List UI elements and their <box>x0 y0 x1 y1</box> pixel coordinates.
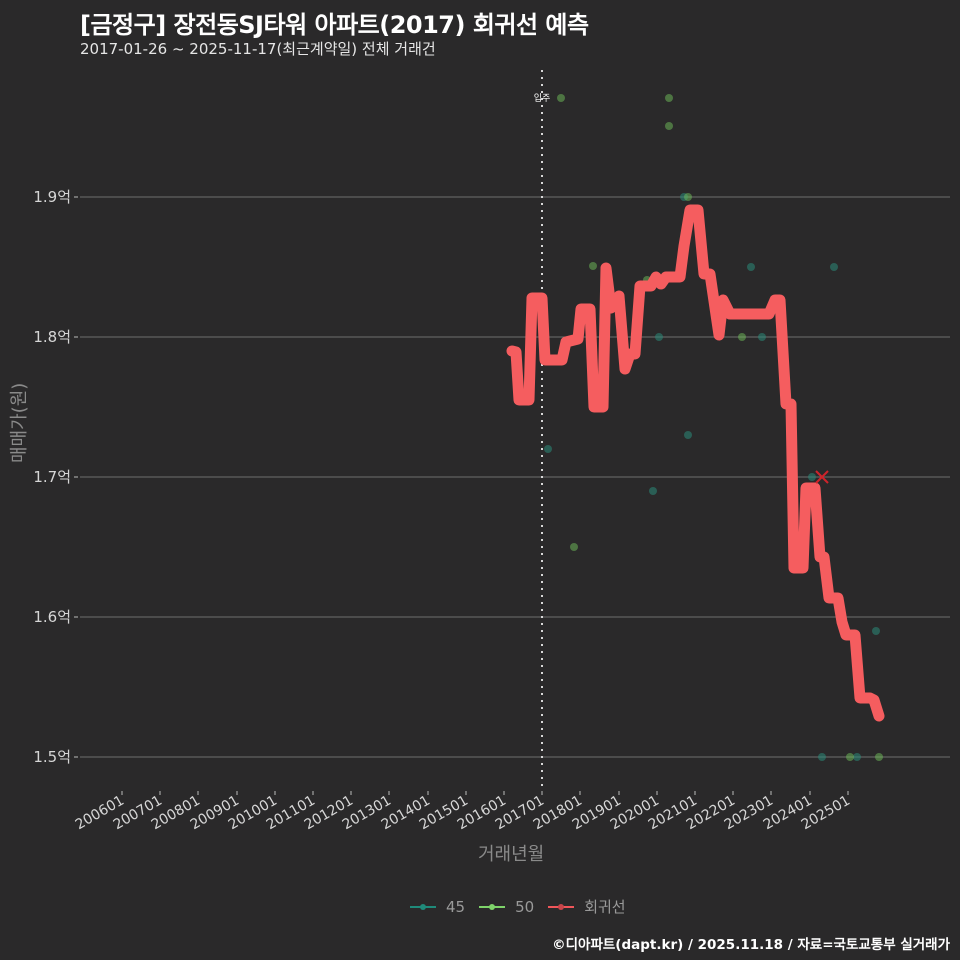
y-tick-labels: 1.9억 1.8억 1.7억 1.6억 1.5억 <box>33 188 71 766</box>
highlight-x-marker <box>815 470 829 484</box>
chart-title: [금정구] 장전동SJ타워 아파트(2017) 회귀선 예측 <box>80 11 589 39</box>
legend: 45 50 회귀선 <box>410 896 632 917</box>
legend-line-50-icon <box>479 903 506 910</box>
legend-label: 회귀선 <box>584 898 626 916</box>
move-in-label: 입주 <box>534 92 551 104</box>
x-axis-label: 거래년월 <box>478 844 545 865</box>
legend-line-regression-icon <box>548 903 575 910</box>
legend-label: 45 <box>446 897 466 916</box>
source-caption: ©디아파트(dapt.kr) / 2025.11.18 / 자료=국토교통부 실… <box>552 937 950 953</box>
regression-line <box>506 204 885 722</box>
y-axis-label: 매매가(원) <box>9 382 30 463</box>
legend-item-50[interactable]: 50 <box>479 898 534 916</box>
legend-item-45[interactable]: 45 <box>410 898 465 916</box>
x-tick-labels: 200601 200701 200801 200901 201001 20110… <box>73 793 853 834</box>
gridlines <box>80 196 950 758</box>
series-45-points <box>544 193 880 761</box>
legend-line-45-icon <box>410 903 436 910</box>
y-tick-label: 1.6억 <box>33 608 71 626</box>
y-tick-label: 1.8억 <box>33 328 71 346</box>
chart-subtitle: 2017-01-26 ~ 2025-11-17(최근계약일) 전체 거래건 <box>80 40 436 58</box>
y-tick-label: 1.5억 <box>33 748 71 766</box>
y-tick-label: 1.7억 <box>33 468 71 486</box>
legend-item-regression[interactable]: 회귀선 <box>548 896 626 917</box>
y-tick-label: 1.9억 <box>33 188 71 206</box>
legend-label: 50 <box>515 897 535 916</box>
series-50-points <box>557 94 883 761</box>
